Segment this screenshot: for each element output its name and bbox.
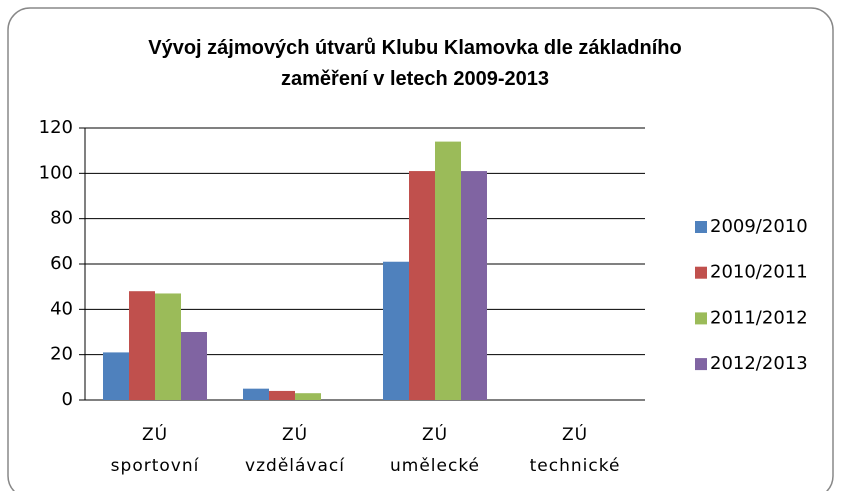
y-tick-label: 40	[50, 298, 73, 319]
bar	[461, 171, 487, 400]
bar	[103, 352, 129, 400]
legend-label: 2011/2012	[710, 307, 808, 328]
x-tick-label: ZÚ vzdělávací	[245, 425, 345, 476]
x-tick-label: ZÚ sportovní	[110, 425, 200, 476]
bar	[155, 293, 181, 400]
y-tick-label: 100	[39, 162, 73, 183]
y-tick-label: 80	[50, 208, 73, 229]
bar	[129, 291, 155, 400]
y-tick-label: 0	[62, 389, 73, 410]
bar	[383, 261, 409, 400]
legend-swatch	[695, 312, 707, 325]
bar	[243, 388, 269, 400]
bar	[435, 141, 461, 400]
y-tick-label: 20	[50, 344, 73, 365]
x-tick-label: ZÚ umělecké	[389, 425, 481, 476]
legend-swatch	[695, 221, 707, 233]
legend-label: 2009/2010	[710, 216, 808, 237]
chart-title: Vývoj zájmových útvarů Klubu Klamovka dl…	[148, 37, 682, 90]
bar	[269, 390, 295, 400]
y-tick-label: 120	[39, 117, 73, 138]
legend-swatch	[695, 358, 707, 371]
legend-label: 2012/2013	[710, 353, 808, 374]
x-tick-label: ZÚ technické	[529, 425, 621, 476]
y-tick-label: 60	[50, 253, 73, 274]
bar	[295, 393, 321, 400]
legend-swatch	[695, 266, 707, 279]
bar	[181, 332, 207, 400]
bar	[409, 171, 435, 400]
legend-label: 2010/2011	[710, 262, 808, 283]
